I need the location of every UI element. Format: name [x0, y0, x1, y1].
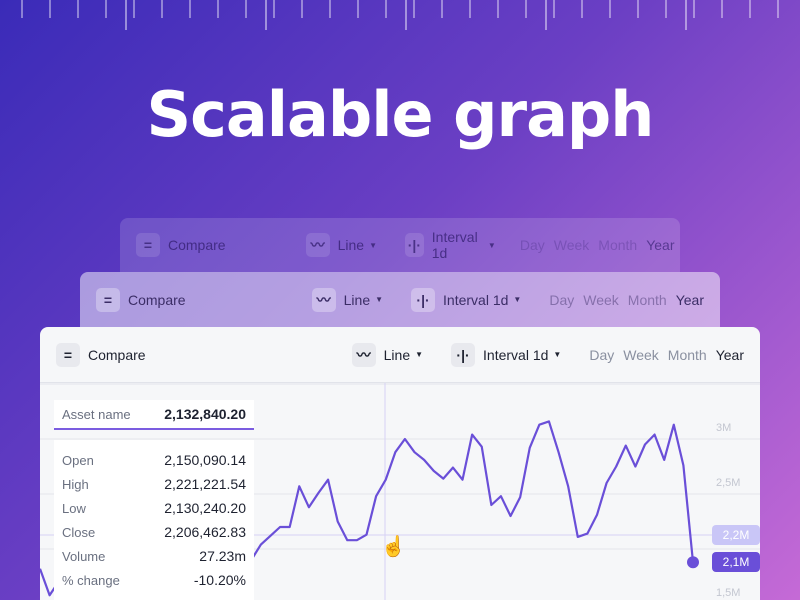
tooltip-row: % change -10.20% [62, 568, 246, 592]
interval-label: Interval 1d [443, 291, 509, 308]
tab-day[interactable]: Day [589, 346, 615, 363]
y-tick-label: 2,5M [716, 477, 741, 489]
row-label: % change [62, 572, 120, 588]
chart-type-dropdown[interactable]: 〰 Line ▼ [305, 233, 377, 257]
chart-type-label: Line [337, 237, 365, 253]
interval-icon: ·|· [451, 342, 476, 367]
hand-cursor-icon: ☝ [381, 534, 406, 558]
toolbar-front: = Compare 〰 Line ▼ ·|· Interval 1d ▼ Day Week M… [40, 327, 760, 383]
chart-card: = Compare 〰 Line ▼ ·|· Interval 1d ▼ Day Week M… [40, 327, 760, 600]
chart-type-label: Line [343, 291, 371, 308]
tooltip-row: Open 2,150,090.14 [62, 448, 246, 472]
row-value: 2,206,462.83 [164, 524, 246, 540]
toolbar-back: = Compare 〰 Line ▼ ·|· Interval 1d ▼ Day Week M… [120, 218, 680, 272]
ruler-major-ticks [0, 0, 800, 30]
tab-year[interactable]: Year [675, 291, 704, 308]
row-label: Low [62, 500, 86, 516]
caret-down-icon: ▼ [553, 350, 562, 359]
tooltip-row: Close 2,206,462.83 [62, 520, 246, 544]
caret-down-icon: ▼ [369, 240, 377, 250]
compare-icon: = [96, 287, 120, 312]
tab-day[interactable]: Day [549, 291, 575, 308]
asset-value: 2,132,840.20 [164, 406, 246, 422]
row-value: 2,150,090.14 [164, 452, 246, 468]
tab-week[interactable]: Week [553, 237, 590, 253]
tab-month[interactable]: Month [667, 346, 707, 363]
compare-label: Compare [168, 237, 226, 253]
compare-button[interactable]: = Compare [96, 287, 186, 312]
tab-day[interactable]: Day [519, 237, 545, 253]
period-tabs: Day Week Month Year [520, 237, 675, 253]
compare-button[interactable]: = Compare [56, 342, 146, 367]
interval-label: Interval 1d [483, 346, 549, 363]
tab-month[interactable]: Month [598, 237, 638, 253]
row-value: -10.20% [193, 572, 246, 588]
line-chart-icon: 〰 [305, 233, 330, 257]
period-tabs: Day Week Month Year [549, 292, 704, 308]
asset-name-label: Asset name [62, 406, 131, 422]
line-chart-icon: 〰 [351, 342, 376, 367]
interval-icon: ·|· [404, 233, 424, 257]
toolbar-middle: = Compare 〰 Line ▼ ·|· Interval 1d ▼ Day Week M… [80, 272, 720, 327]
interval-dropdown[interactable]: ·|· Interval 1d ▼ [404, 229, 496, 261]
interval-dropdown[interactable]: ·|· Interval 1d ▼ [451, 342, 562, 367]
caret-down-icon: ▼ [487, 240, 496, 250]
tab-year[interactable]: Year [715, 346, 744, 363]
row-value: 2,130,240.20 [164, 500, 246, 516]
tab-year[interactable]: Year [646, 237, 675, 253]
tooltip-header: Asset name 2,132,840.20 [54, 400, 254, 430]
caret-down-icon: ▼ [513, 295, 522, 304]
y-tick-label: 3M [716, 422, 732, 434]
compare-button[interactable]: = Compare [136, 233, 226, 257]
tooltip-row: Low 2,130,240.20 [62, 496, 246, 520]
chart-type-dropdown[interactable]: 〰 Line ▼ [311, 287, 384, 312]
chart-type-label: Line [383, 346, 411, 363]
y-tick-label: 1,5M [716, 587, 741, 599]
tab-week[interactable]: Week [583, 291, 619, 308]
hover-value-badge: 2,2M [712, 525, 760, 545]
tooltip-details: Open 2,150,090.14 High 2,221,221.54 Low 2,130… [54, 440, 254, 600]
headline: Scalable graph [146, 78, 655, 151]
interval-dropdown[interactable]: ·|· Interval 1d ▼ [411, 287, 522, 312]
interval-label: Interval 1d [431, 229, 478, 261]
last-point-marker [687, 556, 699, 569]
interval-icon: ·|· [411, 287, 436, 312]
row-label: Open [62, 452, 94, 468]
ruler-ticks [0, 0, 800, 18]
line-chart-icon: 〰 [311, 287, 336, 312]
tooltip-row: Volume 27.23m [62, 544, 246, 568]
row-label: Close [62, 524, 96, 540]
tab-week[interactable]: Week [623, 346, 659, 363]
period-tabs: Day Week Month Year [589, 347, 744, 363]
caret-down-icon: ▼ [375, 295, 384, 304]
compare-icon: = [56, 342, 80, 367]
compare-label: Compare [128, 291, 186, 308]
chart-type-dropdown[interactable]: 〰 Line ▼ [351, 342, 424, 367]
row-value: 27.23m [199, 548, 246, 564]
row-value: 2,221,221.54 [164, 476, 246, 492]
row-label: Volume [62, 548, 106, 564]
tab-month[interactable]: Month [627, 291, 667, 308]
row-label: High [62, 476, 89, 492]
compare-label: Compare [88, 346, 146, 363]
last-value-badge: 2,1M [712, 552, 760, 573]
compare-icon: = [136, 233, 160, 257]
tooltip-row: High 2,221,221.54 [62, 472, 246, 496]
caret-down-icon: ▼ [415, 350, 424, 359]
